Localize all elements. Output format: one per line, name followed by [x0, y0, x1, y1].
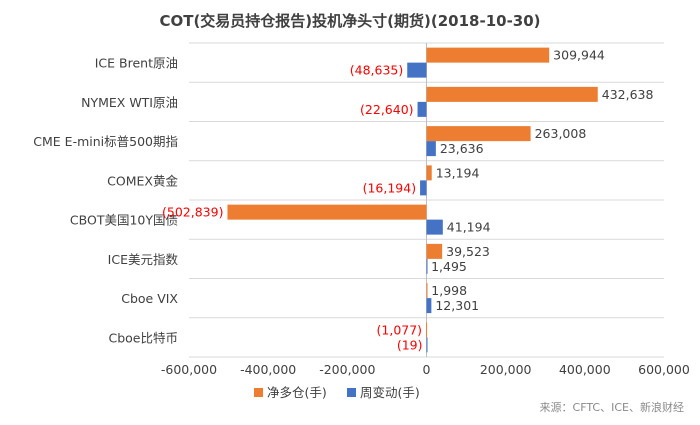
category-label: Cboe VIX: [121, 291, 178, 306]
data-label: (16,194): [363, 180, 417, 195]
legend-swatch: [347, 388, 356, 397]
data-label: 39,523: [446, 244, 490, 259]
bar-net-long: [426, 243, 443, 259]
source-note: 来源：CFTC、ICE、新浪财经: [539, 401, 684, 414]
x-tick-label: 0: [423, 362, 431, 377]
legend-swatch: [254, 388, 263, 397]
category-label: ICE美元指数: [108, 252, 179, 267]
bar-net-long: [426, 322, 428, 338]
bar-weekly-change: [407, 62, 427, 78]
x-tick-label: -200,000: [319, 362, 375, 377]
data-label: (19): [397, 337, 423, 352]
data-label: 12,301: [435, 298, 479, 313]
data-label: 1,495: [431, 259, 467, 274]
category-label: Cboe比特币: [108, 330, 178, 345]
bar-net-long: [426, 126, 531, 142]
bar-net-long: [426, 47, 550, 63]
data-label: 1,998: [431, 283, 467, 298]
data-label: 263,008: [535, 126, 587, 141]
legend-label: 周变动(手): [360, 385, 420, 400]
x-tick-label: 400,000: [559, 362, 611, 377]
category-label: NYMEX WTI原油: [81, 95, 178, 110]
data-label: 309,944: [553, 48, 605, 63]
category-label: CBOT美国10Y国债: [70, 213, 178, 228]
category-label: COMEX黄金: [107, 173, 178, 188]
data-label: (502,839): [162, 205, 223, 220]
x-tick-label: -400,000: [240, 362, 296, 377]
x-tick-label: 600,000: [638, 362, 690, 377]
data-label: 41,194: [447, 220, 491, 235]
bar-net-long: [426, 165, 432, 181]
category-label: CME E-mini标普500期指: [33, 134, 178, 149]
chart-title: COT(交易员持仓报告)投机净头寸(期货)(2018-10-30): [159, 12, 540, 30]
category-label: ICE Brent原油: [95, 56, 178, 71]
bar-net-long: [426, 86, 598, 102]
bar-weekly-change: [426, 337, 428, 353]
data-label: 23,636: [440, 141, 484, 156]
bar-weekly-change: [426, 298, 432, 314]
x-tick-label: 200,000: [480, 362, 532, 377]
bar-net-long: [227, 204, 427, 220]
x-tick-label: -600,000: [161, 362, 217, 377]
bar-weekly-change: [417, 101, 427, 117]
data-label: 432,638: [602, 87, 654, 102]
data-label: (22,640): [360, 102, 414, 117]
data-label: 13,194: [436, 165, 480, 180]
bar-weekly-change: [426, 258, 428, 274]
bar-weekly-change: [420, 180, 427, 196]
bar-weekly-change: [426, 219, 443, 235]
bar-weekly-change: [426, 141, 436, 157]
legend-label: 净多仓(手): [267, 385, 327, 400]
data-label: (1,077): [377, 322, 423, 337]
bar-net-long: [426, 283, 428, 299]
data-label: (48,635): [350, 63, 404, 78]
